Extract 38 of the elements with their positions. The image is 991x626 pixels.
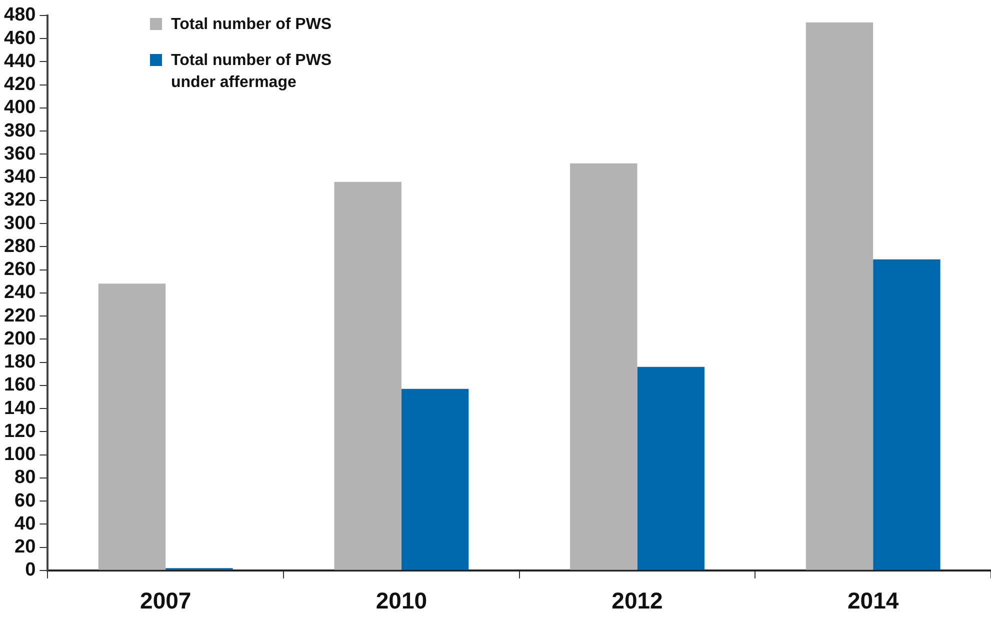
y-tick-label: 40 [14,513,36,534]
bar [98,284,166,570]
y-tick-label: 120 [4,420,36,442]
bar [873,259,940,570]
bar [401,388,469,570]
y-tick-label: 20 [14,536,36,558]
y-tick-label: 100 [4,444,36,466]
y-tick-label: 80 [14,467,36,488]
y-tick-label: 200 [4,328,36,350]
x-tick-label: 2014 [848,588,899,614]
y-tick-label: 160 [4,374,36,396]
y-tick-label: 240 [4,282,36,304]
y-tick-label: 60 [14,490,36,512]
y-tick-label: 360 [4,143,36,164]
bar [334,182,402,570]
y-tick-label: 440 [4,50,36,72]
bar [637,366,704,570]
x-tick-label: 2012 [612,588,663,614]
bar [806,22,874,570]
y-tick-label: 340 [4,166,36,188]
y-tick-label: 380 [4,120,36,142]
y-tick-label: 220 [4,305,36,326]
y-tick-label: 180 [4,352,36,373]
y-tick-label: 280 [4,236,36,257]
x-tick-label: 2010 [376,588,428,614]
legend-label: Total number of PWS [171,15,332,35]
legend-label: Total number of PWS under affermage [171,51,333,93]
y-tick-label: 300 [4,212,36,234]
y-tick-label: 0 [25,560,36,581]
y-tick-label: 400 [4,97,36,118]
x-tick-label: 2007 [140,588,192,614]
y-tick-label: 140 [4,398,36,419]
y-tick-label: 460 [4,28,36,49]
y-tick-label: 480 [4,4,36,26]
y-tick-label: 420 [4,74,36,96]
bar [570,163,638,570]
y-tick-label: 320 [4,190,36,211]
y-tick-label: 260 [4,259,36,280]
